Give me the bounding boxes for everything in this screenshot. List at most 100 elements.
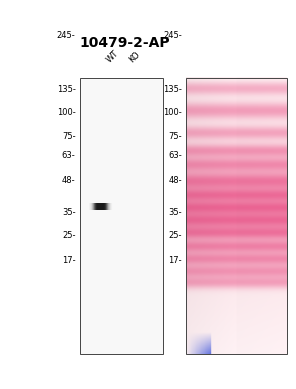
Bar <box>92 203 93 210</box>
Bar <box>99 203 100 210</box>
Text: 48-: 48- <box>168 176 182 186</box>
Bar <box>98 203 99 210</box>
Bar <box>104 203 105 210</box>
Bar <box>95 203 96 210</box>
Bar <box>101 203 102 210</box>
Bar <box>95 203 96 210</box>
Bar <box>89 203 90 210</box>
Bar <box>101 203 102 210</box>
Text: 245-: 245- <box>57 30 75 40</box>
Text: 48-: 48- <box>62 176 75 186</box>
Bar <box>98 203 99 210</box>
Text: 63-: 63- <box>62 151 75 160</box>
Bar <box>94 203 95 210</box>
Bar <box>90 203 91 210</box>
Bar <box>106 203 107 210</box>
Bar <box>104 203 105 210</box>
Bar <box>96 203 97 210</box>
Bar <box>101 203 102 210</box>
Bar <box>111 203 112 210</box>
Bar <box>107 203 108 210</box>
Bar <box>91 203 92 210</box>
Bar <box>111 203 112 210</box>
Bar <box>90 203 91 210</box>
Bar <box>107 203 108 210</box>
Bar <box>89 203 90 210</box>
Bar <box>98 203 99 210</box>
Bar <box>94 203 95 210</box>
Bar <box>108 203 109 210</box>
Bar <box>96 203 97 210</box>
Bar <box>98 203 99 210</box>
Bar <box>95 203 96 210</box>
Bar <box>105 203 106 210</box>
Bar <box>102 203 103 210</box>
Bar <box>92 203 93 210</box>
Bar <box>99 203 100 210</box>
Bar <box>101 203 102 210</box>
Bar <box>91 203 92 210</box>
Bar <box>110 203 111 210</box>
Bar <box>97 203 98 210</box>
Bar <box>109 203 110 210</box>
Bar <box>101 203 102 210</box>
Bar <box>105 203 106 210</box>
Bar <box>103 203 104 210</box>
Bar <box>109 203 110 210</box>
Bar <box>93 203 94 210</box>
Bar <box>105 203 106 210</box>
Bar <box>89 203 90 210</box>
Bar <box>104 203 105 210</box>
Bar <box>97 203 98 210</box>
Text: 35-: 35- <box>62 207 75 217</box>
Text: 75-: 75- <box>62 131 75 141</box>
Text: WT: WT <box>105 49 121 64</box>
Bar <box>98 203 99 210</box>
Text: 25-: 25- <box>62 231 75 240</box>
Text: 25-: 25- <box>168 231 182 240</box>
Bar <box>92 203 93 210</box>
Text: 75-: 75- <box>168 131 182 141</box>
Bar <box>110 203 111 210</box>
Bar <box>94 203 95 210</box>
Bar <box>111 203 112 210</box>
Bar <box>92 203 93 210</box>
Bar <box>109 203 110 210</box>
Bar <box>90 203 91 210</box>
Bar <box>102 203 103 210</box>
Text: 35-: 35- <box>168 207 182 217</box>
Bar <box>103 203 104 210</box>
Text: 63-: 63- <box>168 151 182 160</box>
Bar <box>97 203 98 210</box>
Bar <box>97 203 98 210</box>
Bar <box>104 203 105 210</box>
Bar <box>103 203 104 210</box>
Bar <box>99 203 100 210</box>
Bar <box>108 203 109 210</box>
Bar <box>93 203 94 210</box>
Bar <box>97 203 98 210</box>
Bar <box>90 203 91 210</box>
Text: KO: KO <box>127 50 142 64</box>
Text: 100-: 100- <box>163 108 182 117</box>
Text: 17-: 17- <box>168 256 182 265</box>
Bar <box>104 203 105 210</box>
Bar <box>100 203 101 210</box>
Bar <box>96 203 97 210</box>
Bar <box>108 203 109 210</box>
Bar <box>94 203 95 210</box>
Bar <box>91 203 92 210</box>
Bar <box>109 203 110 210</box>
Bar <box>99 203 100 210</box>
Bar <box>110 203 111 210</box>
Text: 10479-2-AP: 10479-2-AP <box>79 36 170 50</box>
Bar <box>111 203 112 210</box>
Bar <box>110 203 111 210</box>
Bar <box>106 203 107 210</box>
Bar <box>186 78 287 354</box>
Bar <box>100 203 101 210</box>
Bar <box>102 203 103 210</box>
Bar <box>102 203 103 210</box>
Bar <box>105 203 106 210</box>
Bar <box>107 203 108 210</box>
